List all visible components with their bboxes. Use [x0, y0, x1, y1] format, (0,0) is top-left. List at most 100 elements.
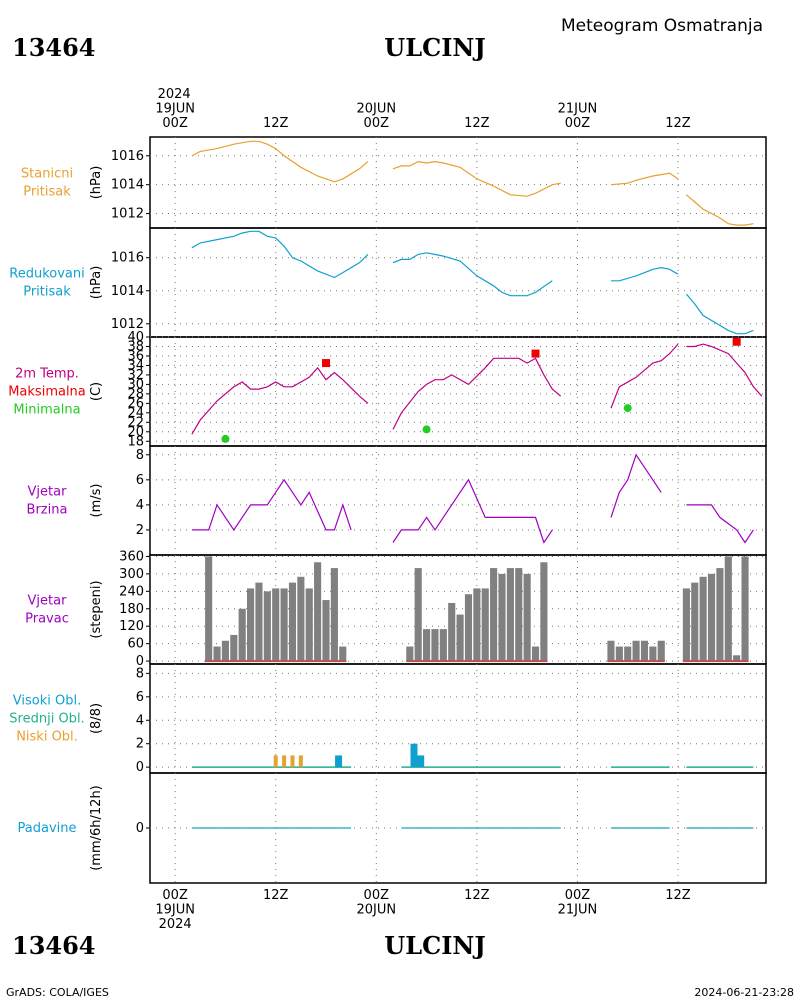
reduced-pressure-line	[191, 230, 369, 279]
top-time-label: 21JUN	[558, 102, 598, 117]
tmin-marker	[422, 425, 431, 434]
bottom-ticks-label: 21JUN	[558, 903, 598, 918]
y-tick-label: 30	[127, 377, 144, 392]
panel-label: Pritisak	[23, 285, 71, 300]
wind-direction-bar	[221, 640, 229, 662]
tmin-marker	[221, 434, 230, 443]
y-tick-label: 2	[136, 737, 144, 752]
panel-unit: (mm/6h/12h)	[89, 785, 104, 871]
bottom-ticks-label: 00Z	[364, 888, 390, 903]
wind-direction-bar	[657, 640, 665, 662]
tmax-marker	[732, 337, 741, 346]
panel-wind_dir: Vjetar Pravac (stepeni)	[25, 554, 767, 665]
wind-direction-bar	[540, 562, 548, 662]
wind-direction-bar	[280, 588, 288, 662]
bottom-ticks-label: 12Z	[665, 888, 691, 903]
wind-speed-line	[686, 504, 754, 544]
station-name-top: ULCINJ	[384, 33, 485, 62]
wind-direction-bar	[691, 582, 699, 662]
wind-direction-bar	[481, 588, 489, 662]
panel-label: Vjetar	[28, 485, 68, 500]
panel-unit: (8/8)	[89, 703, 104, 734]
wind-direction-bar	[506, 568, 514, 662]
wind-direction-bar	[238, 608, 246, 662]
wind-direction-bar	[255, 582, 263, 662]
y-tick-label: 28	[127, 387, 144, 402]
station-pressure-line	[392, 160, 561, 197]
panel-label: Padavine	[18, 821, 77, 836]
y-tick-label: 38	[127, 339, 144, 354]
panel-label: Stanicni	[21, 167, 73, 182]
tmax-marker	[322, 359, 330, 368]
wind-direction-bar	[439, 629, 447, 662]
station-id-top: 13464	[12, 33, 96, 62]
top-time-label: 12Z	[665, 116, 691, 131]
wind-direction-bar	[314, 562, 322, 662]
panel-label: Minimalna	[13, 403, 80, 418]
high-cloud-bar	[410, 743, 418, 768]
y-tick-label: 0	[136, 821, 144, 836]
panel-frame	[149, 336, 767, 447]
wind-direction-bar	[322, 600, 330, 662]
station-pressure-line	[610, 172, 679, 186]
y-tick-label: 6	[136, 473, 144, 488]
tmax-marker	[531, 349, 540, 358]
panel-label: Maksimalna	[8, 385, 86, 400]
y-tick-label: 1016	[111, 251, 144, 266]
wind-direction-bar	[741, 556, 749, 662]
panel-label: Brzina	[27, 503, 68, 518]
y-tick-label: 300	[119, 567, 144, 582]
top-time-label: 2024	[158, 87, 191, 102]
station-pressure-line	[686, 194, 754, 226]
wind-direction-bar	[624, 646, 632, 662]
top-time-label: 00Z	[364, 116, 390, 131]
wind-direction-bar	[682, 588, 690, 662]
wind-direction-bar	[498, 573, 506, 662]
wind-direction-bar	[531, 646, 540, 662]
temperature-line	[686, 343, 763, 397]
panel-unit: (m/s)	[89, 484, 104, 518]
wind-direction-bar	[431, 629, 439, 662]
wind-direction-bar	[649, 646, 657, 662]
top-time-label: 20JUN	[356, 102, 396, 117]
wind-direction-bar	[699, 576, 707, 662]
y-tick-label: 0	[136, 760, 144, 775]
panel-label: Vjetar	[28, 594, 68, 609]
wind-direction-bar	[247, 588, 255, 662]
panel-wind_speed: Vjetar Brzina (m/s)	[27, 445, 767, 556]
panel-reduced_pressure: Redukovani Pritisak (hPa)	[9, 227, 767, 338]
panel-frame	[149, 227, 767, 338]
y-tick-label: 1012	[111, 317, 144, 332]
wind-direction-bar	[288, 582, 297, 662]
wind-direction-bar	[607, 640, 615, 662]
wind-direction-bar	[423, 629, 431, 662]
temperature-line	[191, 366, 369, 435]
top-time-label: 12Z	[263, 116, 289, 131]
temperature-line	[392, 357, 562, 430]
high-cloud-bar	[417, 755, 425, 768]
y-tick-label: 4	[136, 713, 144, 728]
wind-direction-bar	[205, 556, 213, 662]
y-tick-label: 0	[136, 654, 144, 669]
y-tick-label: 1014	[111, 284, 144, 299]
wind-direction-bar	[615, 646, 623, 662]
low-cloud-bar	[282, 755, 287, 768]
panel-label: 2m Temp.	[15, 367, 79, 382]
wind-direction-bar	[272, 588, 280, 662]
y-tick-label: 240	[119, 584, 144, 599]
wind-speed-line	[191, 478, 352, 531]
bottom-ticks-label: 12Z	[263, 888, 289, 903]
wind-direction-bar	[263, 591, 271, 662]
wind-direction-bar	[523, 573, 531, 662]
wind-direction-bar	[724, 556, 732, 662]
y-tick-label: 6	[136, 690, 144, 705]
y-tick-label: 34	[127, 358, 144, 373]
wind-direction-bar	[640, 640, 649, 662]
top-time-label: 00Z	[162, 116, 188, 131]
y-tick-label: 24	[127, 406, 144, 421]
footer-timestamp: 2024-06-21-23:28	[694, 986, 794, 999]
high-cloud-bar	[335, 755, 343, 768]
y-tick-label: 2	[136, 523, 144, 538]
wind-speed-line	[610, 453, 662, 518]
